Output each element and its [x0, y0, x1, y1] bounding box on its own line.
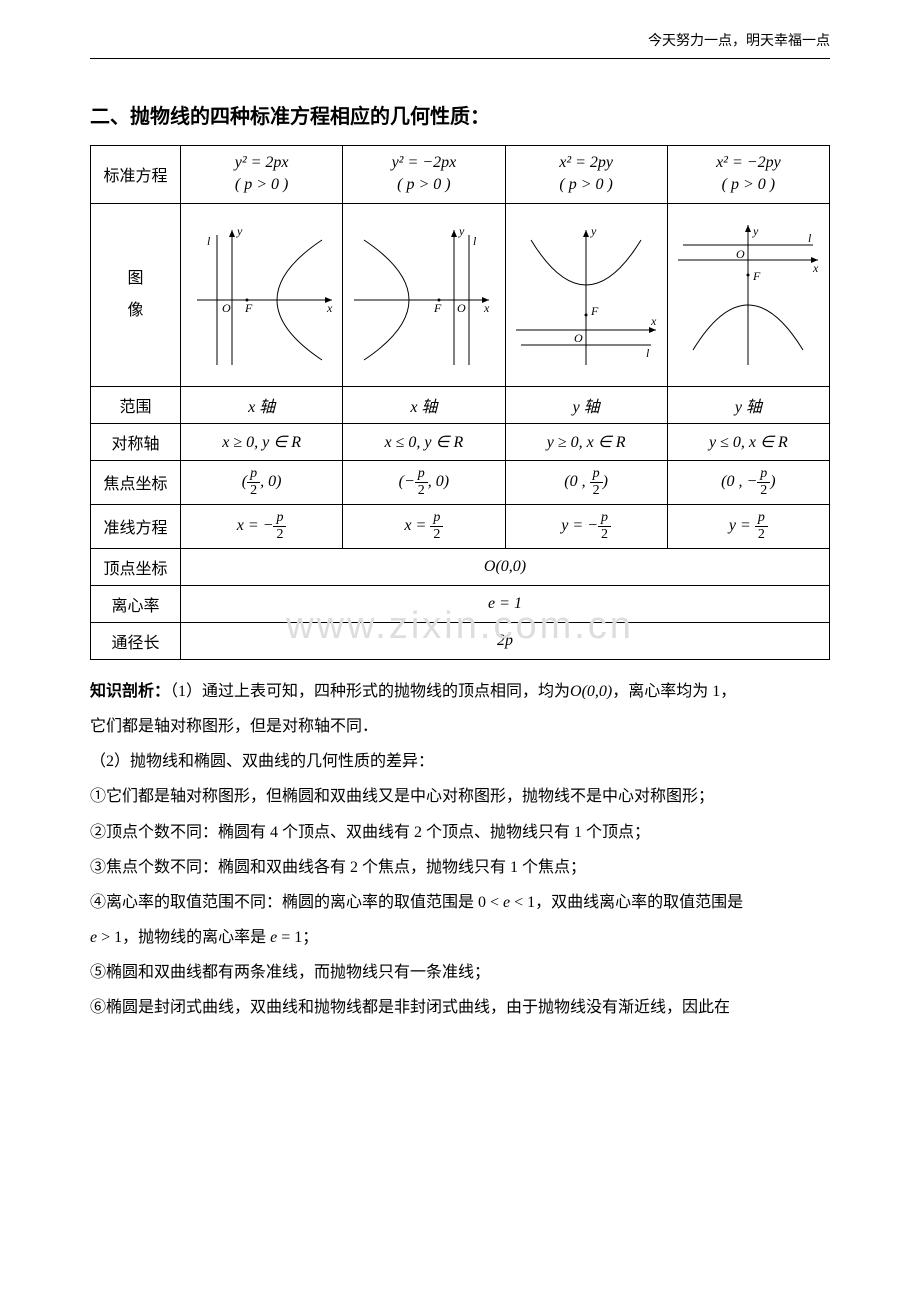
col2-range: y 轴 [505, 386, 667, 423]
section-title: 二、抛物线的四种标准方程相应的几何性质： [90, 100, 830, 129]
parabola-down-icon: y x O F l [673, 220, 823, 370]
th-std-eq: 标准方程 [91, 146, 181, 204]
ecc-value: e = 1 [181, 585, 830, 622]
col0-image: y x O F l [181, 203, 343, 386]
svg-text:O: O [574, 331, 583, 345]
svg-text:l: l [207, 234, 211, 248]
col3-eq2: ( p > 0 ) [722, 176, 775, 193]
analysis-p10: ⑥椭圆是封闭式曲线，双曲线和抛物线都是非封闭式曲线，由于抛物线没有渐近线，因此在 [90, 990, 830, 1025]
analysis-p6: ③焦点个数不同：椭圆和双曲线各有 2 个焦点，抛物线只有 1 个焦点； [90, 850, 830, 885]
col0-eq1: y² = 2px [235, 154, 289, 171]
col3-dir: y = p2 [667, 504, 829, 548]
col1-sym: x ≤ 0, y ∈ R [343, 423, 505, 460]
col1-image: y x O F l [343, 203, 505, 386]
svg-text:l: l [808, 231, 812, 245]
col1-eq: y² = −2px ( p > 0 ) [343, 146, 505, 204]
parabola-up-icon: y x O F l [511, 220, 661, 370]
th-focus: 焦点坐标 [91, 460, 181, 504]
col0-eq2: ( p > 0 ) [235, 176, 288, 193]
col0-range: x 轴 [181, 386, 343, 423]
analysis-p2: 它们都是轴对称图形，但是对称轴不同． [90, 709, 830, 744]
vertex-value: O(0,0) [181, 548, 830, 585]
analysis-p1b: O(0,0) [570, 683, 612, 700]
svg-text:x: x [326, 301, 333, 315]
analysis-lead: 知识剖析： [90, 683, 170, 700]
th-directrix: 准线方程 [91, 504, 181, 548]
analysis-p8b: > 1，抛物线的离心率是 [97, 929, 270, 946]
analysis-p8d: = 1； [277, 929, 318, 946]
svg-text:O: O [457, 301, 466, 315]
col2-eq1: x² = 2py [559, 154, 613, 171]
analysis-p1a: （1）通过上表可知，四种形式的抛物线的顶点相同，均为 [170, 683, 570, 700]
col1-eq1: y² = −2px [392, 154, 457, 171]
analysis-p7a: ④离心率的取值范围不同：椭圆的离心率的取值范围是 0 < [90, 894, 503, 911]
svg-text:l: l [646, 346, 650, 360]
svg-text:x: x [812, 261, 819, 275]
svg-text:x: x [650, 314, 657, 328]
col0-focus: (p2, 0) [181, 460, 343, 504]
col1-dir: x = p2 [343, 504, 505, 548]
col3-focus: (0 , −p2) [667, 460, 829, 504]
col2-dir: y = −p2 [505, 504, 667, 548]
col3-image: y x O F l [667, 203, 829, 386]
analysis-p7c: < 1，双曲线离心率的取值范围是 [510, 894, 743, 911]
th-ecc: 离心率 [91, 585, 181, 622]
col3-range: y 轴 [667, 386, 829, 423]
col3-eq: x² = −2py ( p > 0 ) [667, 146, 829, 204]
svg-text:F: F [244, 301, 253, 315]
analysis-text: 知识剖析：（1）通过上表可知，四种形式的抛物线的顶点相同，均为O(0,0)，离心… [90, 674, 830, 1026]
svg-text:l: l [473, 234, 477, 248]
col1-focus: (−p2, 0) [343, 460, 505, 504]
col2-sym: y ≥ 0, x ∈ R [505, 423, 667, 460]
col3-eq1: x² = −2py [716, 154, 781, 171]
col0-sym: x ≥ 0, y ∈ R [181, 423, 343, 460]
col0-dir: x = −p2 [181, 504, 343, 548]
col2-eq2: ( p > 0 ) [559, 176, 612, 193]
parabola-right-icon: y x O F l [187, 220, 337, 370]
svg-text:y: y [590, 224, 597, 238]
svg-text:x: x [483, 301, 490, 315]
latus-value: 2p [181, 622, 830, 659]
col2-focus: (0 , p2) [505, 460, 667, 504]
col3-sym: y ≤ 0, x ∈ R [667, 423, 829, 460]
col1-range: x 轴 [343, 386, 505, 423]
col2-eq: x² = 2py ( p > 0 ) [505, 146, 667, 204]
th-image: 图 像 [91, 203, 181, 386]
svg-text:y: y [752, 224, 759, 238]
analysis-p9: ⑤椭圆和双曲线都有两条准线，而抛物线只有一条准线； [90, 955, 830, 990]
svg-text:F: F [590, 304, 599, 318]
parabola-left-icon: y x O F l [349, 220, 499, 370]
svg-text:F: F [752, 269, 761, 283]
analysis-p4: ①它们都是轴对称图形，但椭圆和双曲线又是中心对称图形，抛物线不是中心对称图形； [90, 779, 830, 814]
svg-text:O: O [222, 301, 231, 315]
properties-table: 标准方程 y² = 2px ( p > 0 ) y² = −2px ( p > … [90, 145, 830, 660]
header-note: 今天努力一点，明天幸福一点 [648, 30, 830, 50]
th-latus: 通径长 [91, 622, 181, 659]
th-vertex: 顶点坐标 [91, 548, 181, 585]
svg-text:y: y [458, 224, 465, 238]
th-sym: 对称轴 [91, 423, 181, 460]
analysis-p1c: ，离心率均为 1， [612, 683, 736, 700]
col1-eq2: ( p > 0 ) [397, 176, 450, 193]
svg-text:y: y [236, 224, 243, 238]
analysis-p5: ②顶点个数不同：椭圆有 4 个顶点、双曲线有 2 个顶点、抛物线只有 1 个顶点… [90, 815, 830, 850]
analysis-p3: （2）抛物线和椭圆、双曲线的几何性质的差异： [90, 744, 830, 779]
col0-eq: y² = 2px ( p > 0 ) [181, 146, 343, 204]
th-range: 范围 [91, 386, 181, 423]
svg-text:O: O [736, 247, 745, 261]
col2-image: y x O F l [505, 203, 667, 386]
header-rule [90, 58, 830, 59]
svg-text:F: F [433, 301, 442, 315]
